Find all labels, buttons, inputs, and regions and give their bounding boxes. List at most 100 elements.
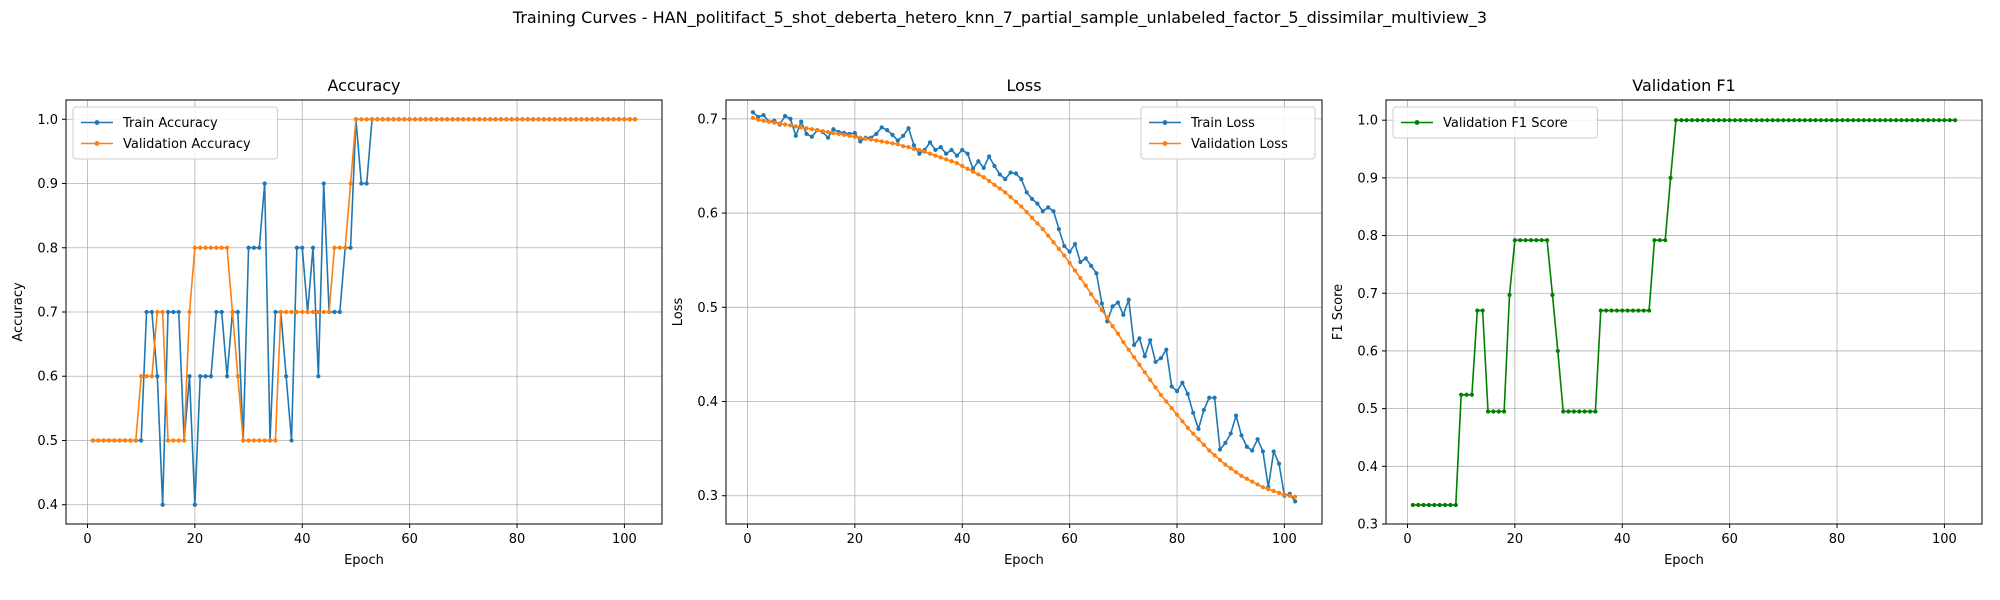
accuracy-data-point — [396, 117, 401, 122]
accuracy-data-point — [327, 309, 332, 315]
loss-data-point — [1040, 226, 1045, 232]
f1-data-point — [1571, 409, 1577, 414]
accuracy-data-point — [633, 117, 638, 122]
f1-data-point — [1421, 502, 1426, 508]
f1-data-point — [1652, 238, 1657, 243]
f1-data-point — [1802, 118, 1807, 123]
accuracy-data-point — [144, 309, 149, 315]
accuracy-data-point — [235, 309, 240, 315]
f1-data-point — [1448, 502, 1453, 508]
f1-data-point — [1432, 502, 1437, 508]
f1-xtick-label: 20 — [1507, 532, 1524, 547]
loss-legend: Train Loss Validation Loss — [1140, 106, 1316, 160]
accuracy-data-point — [214, 245, 219, 250]
f1-data-point — [1743, 118, 1748, 123]
loss-data-point — [1035, 201, 1040, 206]
accuracy-data-point — [139, 438, 144, 443]
loss-data-point — [847, 133, 852, 138]
loss-legend-label: Train Loss — [1190, 116, 1255, 131]
accuracy-ylabel: Accuracy — [11, 282, 26, 342]
loss-data-point — [799, 119, 804, 124]
f1-data-point — [1614, 308, 1619, 313]
accuracy-data-point — [332, 245, 337, 250]
f1-grid — [1386, 100, 1982, 525]
loss-data-point — [1185, 425, 1190, 430]
accuracy-data-point — [466, 117, 471, 122]
loss-data-point — [772, 120, 777, 125]
loss-data-point — [976, 172, 981, 177]
f1-data-point — [1749, 118, 1754, 123]
f1-data-point — [1786, 118, 1791, 123]
accuracy-data-point — [547, 117, 552, 122]
accuracy-data-point — [418, 117, 423, 122]
loss-title: Loss — [1006, 76, 1041, 95]
accuracy-data-point — [165, 438, 171, 443]
accuracy-data-point — [536, 117, 541, 122]
loss-data-point — [992, 163, 997, 169]
f1-data-point — [1641, 308, 1646, 313]
f1-legend-marker — [1414, 120, 1420, 125]
loss-data-point — [981, 175, 986, 180]
f1-data-point — [1577, 409, 1582, 414]
loss-data-point — [868, 137, 874, 142]
loss-data-point — [901, 133, 906, 138]
accuracy-data-point — [246, 245, 251, 250]
loss-data-point — [1174, 412, 1180, 417]
loss-data-point — [788, 123, 793, 128]
accuracy-data-point — [434, 117, 439, 122]
accuracy-data-point — [273, 309, 278, 315]
accuracy-data-point — [310, 245, 316, 250]
loss-data-point — [1201, 407, 1206, 413]
f1-data-point — [1861, 118, 1866, 123]
loss-xtick-label: 60 — [1061, 532, 1078, 547]
accuracy-xtick-label: 80 — [509, 532, 526, 547]
loss-data-point — [809, 127, 815, 132]
loss-data-point — [1024, 210, 1029, 215]
f1-data-point — [1561, 409, 1566, 414]
f1-data-point — [1920, 118, 1926, 123]
f1-data-point — [1872, 118, 1877, 123]
f1-data-point — [1910, 118, 1915, 123]
accuracy-data-point — [514, 117, 520, 122]
accuracy-ytick-label: 0.9 — [37, 177, 58, 192]
loss-data-point — [1180, 419, 1185, 424]
loss-series-1 — [750, 115, 1298, 499]
loss-data-point — [1223, 440, 1228, 446]
accuracy-data-point — [552, 117, 557, 122]
accuracy-data-point — [117, 438, 122, 443]
accuracy-data-point — [219, 309, 224, 315]
accuracy-data-point — [112, 438, 117, 443]
loss-data-point — [1008, 170, 1013, 175]
f1-data-point — [1700, 118, 1705, 123]
f1-data-point — [1953, 118, 1958, 123]
f1-data-point — [1609, 308, 1614, 313]
accuracy-data-point — [208, 245, 214, 250]
loss-data-point — [1164, 347, 1169, 352]
loss-data-point — [933, 153, 938, 158]
accuracy-data-point — [375, 117, 380, 122]
loss-data-point — [911, 143, 917, 148]
loss-data-point — [1153, 359, 1158, 365]
loss-data-point — [1099, 308, 1104, 313]
loss-legend-marker — [1162, 141, 1168, 146]
f1-data-point — [1845, 118, 1850, 123]
f1-data-point — [1926, 118, 1931, 123]
accuracy-xtick-label: 60 — [401, 532, 418, 547]
accuracy-legend-label: Validation Accuracy — [123, 137, 251, 152]
f1-data-point — [1765, 118, 1770, 123]
accuracy-data-point — [563, 117, 568, 122]
f1-data-point — [1566, 409, 1571, 414]
f1-data-point — [1416, 502, 1421, 508]
loss-data-point — [750, 115, 755, 120]
accuracy-data-point — [509, 117, 514, 122]
loss-data-point — [1228, 431, 1233, 436]
accuracy-data-point — [445, 117, 450, 122]
f1-legend-box — [1392, 106, 1598, 139]
accuracy-data-point — [531, 117, 536, 122]
loss-data-point — [766, 119, 772, 124]
accuracy-legend-label: Train Accuracy — [122, 116, 218, 131]
f1-xtick-label: 80 — [1829, 532, 1846, 547]
loss-data-point — [1287, 493, 1292, 498]
loss-data-point — [960, 163, 965, 169]
loss-data-point — [1158, 392, 1164, 398]
